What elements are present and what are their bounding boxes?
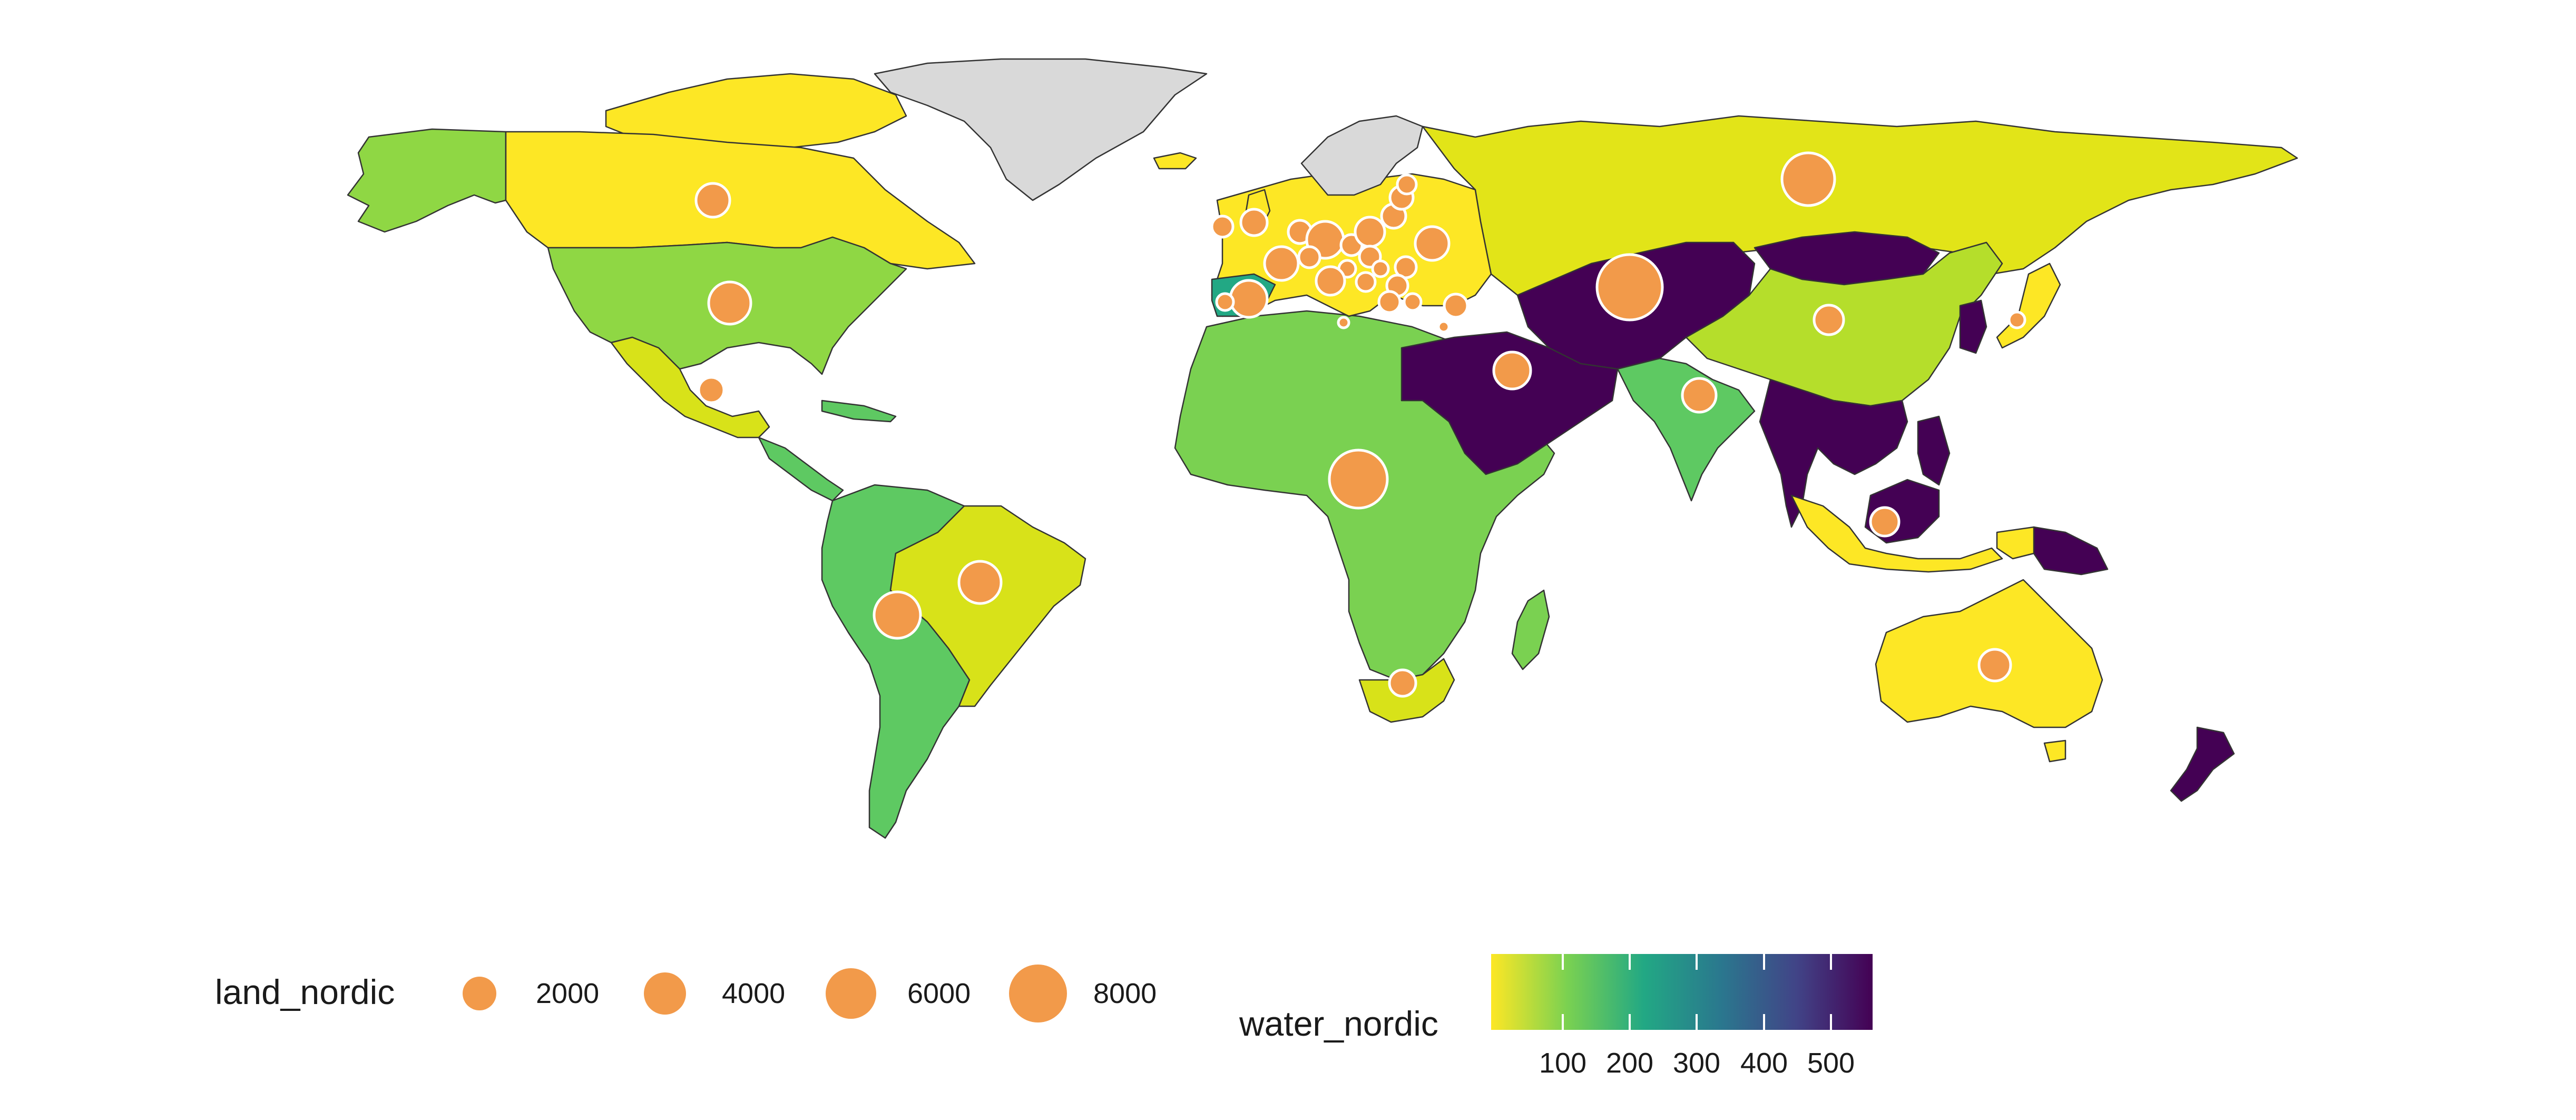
bubble-india bbox=[1681, 377, 1718, 414]
legend-size-symbol-4000 bbox=[644, 972, 686, 1015]
region-korea bbox=[1959, 299, 1987, 354]
bubble-czechia bbox=[1354, 216, 1386, 248]
bubble-france bbox=[1263, 245, 1300, 282]
bubble-uk bbox=[1210, 215, 1235, 239]
region-brazil bbox=[889, 505, 1086, 707]
region-west-papua bbox=[1996, 526, 2035, 560]
region-indonesia bbox=[1790, 494, 2003, 573]
bubble-turkey bbox=[1443, 293, 1469, 319]
legend-color-label-100: 100 bbox=[1539, 1047, 1586, 1079]
bubble-indonesia bbox=[1869, 506, 1901, 538]
region-tasmania bbox=[2043, 739, 2066, 763]
legend-size-label-8000: 8000 bbox=[1093, 978, 1157, 1009]
region-japan bbox=[1996, 262, 2061, 349]
legend-water-nordic: water_nordic 100 200 300 400 500 bbox=[1239, 954, 1873, 1079]
bubble-united-states bbox=[707, 280, 752, 326]
bubble-bolivia bbox=[873, 590, 922, 640]
legend-size-symbol-2000 bbox=[463, 977, 496, 1010]
bubble-middle-east bbox=[1492, 350, 1532, 391]
legend-size-symbol-8000 bbox=[1009, 965, 1067, 1022]
bubble-malta bbox=[1337, 316, 1350, 329]
bubble-slovenia bbox=[1371, 259, 1390, 278]
bubble-portugal bbox=[1215, 292, 1235, 312]
region-iceland bbox=[1153, 152, 1197, 170]
bubble-switzerland bbox=[1297, 245, 1321, 269]
bubble-finland bbox=[1396, 173, 1418, 196]
bubble-balkans bbox=[1377, 290, 1402, 314]
legend-size-label-4000: 4000 bbox=[722, 978, 785, 1009]
bubble-turkey-west bbox=[1403, 292, 1423, 312]
region-alaska bbox=[347, 128, 507, 233]
bubble-iberia bbox=[1229, 279, 1269, 319]
region-caribbean bbox=[821, 400, 897, 423]
region-philippines bbox=[1917, 415, 1951, 486]
bubble-africa bbox=[1328, 449, 1389, 510]
region-southeast-asia bbox=[1759, 378, 1908, 528]
bubble-mexico bbox=[697, 376, 726, 404]
region-greenland bbox=[874, 58, 1208, 201]
region-middle-east bbox=[1400, 331, 1619, 475]
region-madagascar bbox=[1511, 589, 1550, 670]
legend-color-label-400: 400 bbox=[1740, 1047, 1788, 1079]
bubble-japan bbox=[2007, 310, 2026, 329]
region-india bbox=[1617, 357, 1756, 502]
bubble-central-asia bbox=[1595, 253, 1664, 322]
legend-size-symbol-6000 bbox=[826, 968, 876, 1019]
bubble-south-africa bbox=[1388, 668, 1417, 698]
legend-size-title: land_nordic bbox=[215, 972, 395, 1011]
region-central-america bbox=[758, 436, 844, 502]
legend-color-title: water_nordic bbox=[1239, 1004, 1438, 1043]
region-new-zealand bbox=[2170, 726, 2235, 802]
bubble-china bbox=[1813, 304, 1845, 336]
legend-land-nordic: land_nordic 2000 4000 6000 8000 bbox=[215, 965, 1157, 1022]
legend-color-label-200: 200 bbox=[1606, 1047, 1653, 1079]
legend-color-label-300: 300 bbox=[1673, 1047, 1720, 1079]
region-mexico bbox=[610, 336, 770, 439]
bubble-russia bbox=[1780, 151, 1836, 207]
legend-size-label-2000: 2000 bbox=[536, 978, 599, 1009]
region-scandinavia bbox=[1300, 115, 1424, 196]
bubble-brazil bbox=[957, 560, 1003, 605]
legend-colorbar bbox=[1491, 954, 1873, 1030]
legend-color-label-500: 500 bbox=[1807, 1047, 1855, 1079]
bubble-australia bbox=[1977, 648, 2012, 683]
bubble-bulgaria bbox=[1355, 271, 1377, 293]
bubble-italy bbox=[1315, 265, 1346, 297]
bubble-belarus bbox=[1414, 225, 1451, 262]
bubble-ireland bbox=[1239, 208, 1269, 237]
legend-size-label-6000: 6000 bbox=[907, 978, 971, 1009]
region-papua-new-guinea bbox=[2033, 526, 2109, 576]
bubble-cyprus bbox=[1437, 320, 1451, 334]
bubble-canada bbox=[694, 182, 731, 219]
